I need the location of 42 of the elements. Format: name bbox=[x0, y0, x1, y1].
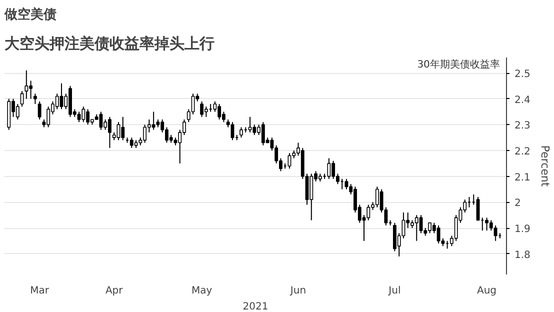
y-tick-label: 1.9 bbox=[514, 224, 530, 235]
candlestick bbox=[252, 124, 256, 136]
candlestick bbox=[200, 100, 204, 118]
x-axis-title: 2021 bbox=[242, 302, 268, 312]
x-tick-label: Aug bbox=[477, 286, 497, 296]
x-tick-label: Jun bbox=[289, 286, 306, 296]
annotation: 30年期美债收益率 bbox=[417, 58, 500, 70]
y-tick-label: 2 bbox=[514, 198, 521, 210]
x-tick-label: Jul bbox=[388, 286, 401, 296]
candlestick bbox=[436, 224, 440, 244]
y-tick-label: 1.8 bbox=[514, 250, 530, 261]
x-tick-label: Mar bbox=[30, 286, 50, 296]
candlestick bbox=[327, 158, 331, 180]
y-tick-label: 2.4 bbox=[514, 94, 530, 106]
chart-title: 做空美债 bbox=[4, 6, 56, 22]
y-tick-label: 2.1 bbox=[514, 172, 530, 184]
candlestick bbox=[240, 126, 243, 138]
candlestick bbox=[366, 204, 370, 221]
y-tick-label: 2.5 bbox=[514, 69, 530, 80]
candlestick bbox=[152, 111, 156, 130]
chart-subtitle: 大空头押注美债收益率掉头上行 bbox=[4, 34, 214, 52]
candlestick bbox=[16, 104, 20, 120]
candlestick bbox=[204, 106, 208, 118]
x-tick-label: Apr bbox=[105, 286, 124, 296]
candlestick bbox=[55, 93, 59, 110]
candlestick bbox=[82, 106, 86, 123]
x-tick-label: May bbox=[191, 286, 212, 296]
candlestick bbox=[494, 224, 498, 242]
y-axis-title: Percent bbox=[538, 145, 552, 188]
y-tick-label: 2.3 bbox=[514, 120, 530, 132]
candlestick bbox=[130, 137, 134, 148]
candlestick bbox=[24, 70, 28, 100]
candlestick bbox=[38, 100, 42, 120]
candlestick bbox=[121, 116, 125, 141]
candlestick bbox=[310, 173, 314, 221]
candlestick bbox=[20, 90, 24, 108]
y-tick-label: 2.2 bbox=[514, 146, 530, 158]
candlestick bbox=[33, 93, 37, 104]
candlestick bbox=[344, 178, 348, 190]
candlestick bbox=[77, 111, 81, 123]
candlestick bbox=[414, 214, 418, 242]
candlestick bbox=[99, 111, 103, 130]
